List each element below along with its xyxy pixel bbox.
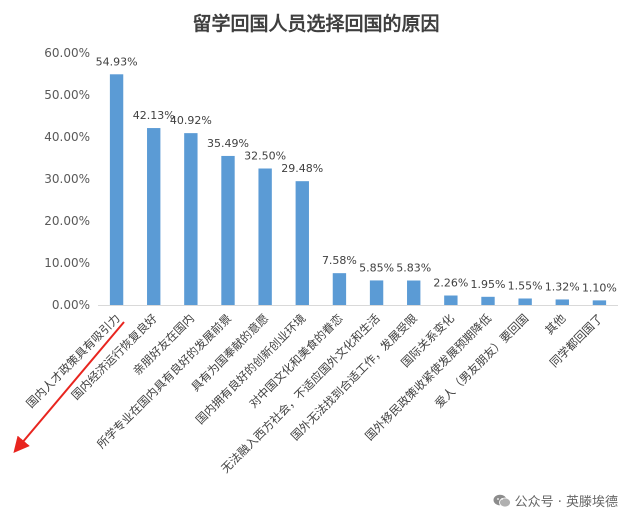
bar [147,128,161,305]
data-label: 5.85% [359,261,394,274]
y-tick-label: 40.00% [44,130,90,144]
data-label: 1.95% [471,278,506,291]
data-label: 29.48% [281,162,323,175]
y-tick-label: 0.00% [52,298,90,312]
wechat-icon [493,494,511,507]
y-axis: 0.00% 10.00% 20.00% 30.00% 40.00% 50.00% 60.00… [44,46,90,312]
bar [444,295,458,305]
bar [258,168,272,305]
data-label: 1.32% [545,280,580,293]
bar [518,298,532,305]
chart-title: 留学回国人员选择回国的原因 [192,12,439,35]
bars: 54.93% 42.13%40.92% 35.49%32.50%29.48% 7.58… [96,55,617,305]
data-label: 54.93% [96,55,138,68]
bar [481,296,495,305]
x-axis: 国内人才政策具有吸引力国内经济运行恢复良好亲朋好友在国内所学专业在国内具有良好的… [23,305,618,476]
bar [555,299,569,305]
y-tick-label: 20.00% [44,214,90,228]
data-label: 5.83% [396,262,431,275]
bar [109,74,124,305]
bar [332,273,347,305]
data-label: 7.58% [322,254,357,267]
data-label: 42.13% [133,109,175,122]
data-label: 1.55% [508,279,543,292]
y-tick-label: 10.00% [44,256,90,270]
watermark-text: 公众号 · 英滕埃德 [514,495,618,510]
watermark: 公众号 · 英滕埃德 [493,491,618,510]
bar [295,181,309,305]
bar [184,133,198,305]
bar [592,300,607,305]
bar [407,280,421,305]
category-label: 其他 [542,311,569,338]
data-label: 1.10% [582,281,617,294]
data-label: 40.92% [170,114,212,127]
data-label: 32.50% [244,150,286,163]
bar [221,155,235,305]
arrow-annotation [13,321,125,454]
y-tick-label: 60.00% [44,46,90,60]
data-label: 2.26% [433,277,468,290]
data-label: 35.49% [207,137,249,150]
red-arrow [13,321,125,454]
bar [369,280,384,305]
y-tick-label: 30.00% [44,172,90,186]
y-tick-label: 50.00% [44,88,90,102]
